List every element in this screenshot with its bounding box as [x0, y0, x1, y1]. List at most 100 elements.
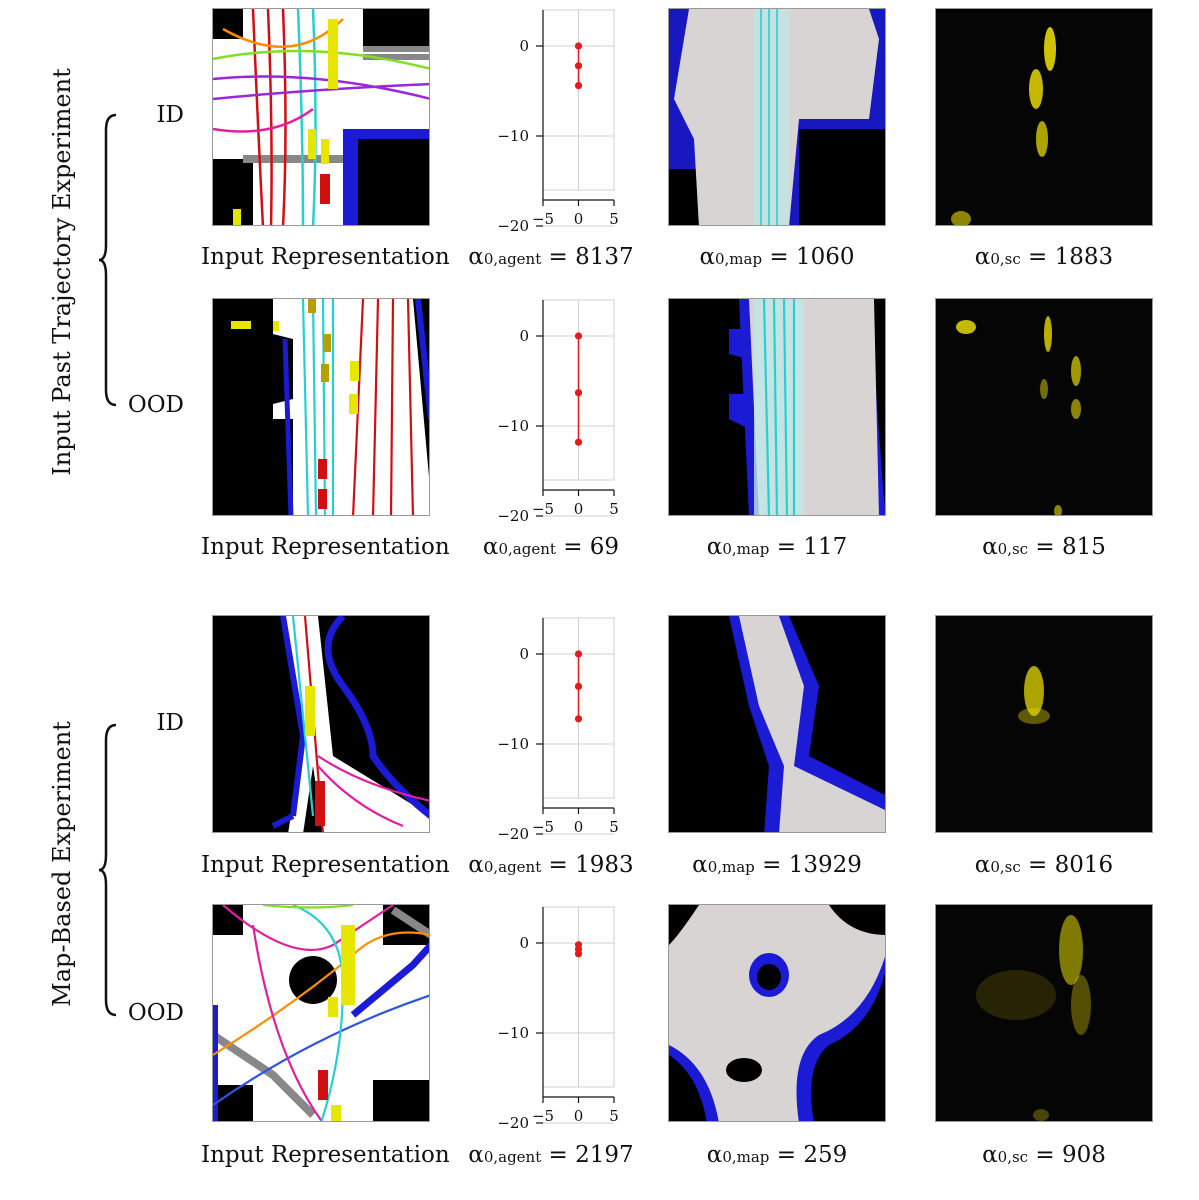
trajectory-point [574, 332, 583, 340]
alpha-agent-value: 2197 [575, 1142, 634, 1168]
row-tag-2: OOD [127, 392, 184, 418]
y-tick-label: −20 [497, 1114, 529, 1132]
alpha-agent-subscript: 0,agent [483, 1148, 542, 1166]
alpha-map-value: 117 [803, 534, 848, 560]
row-tag-1: ID [156, 102, 184, 128]
input-representation-caption: Input Representation [201, 1142, 450, 1168]
x-tick-label: 0 [574, 1107, 584, 1125]
trajectory-point [574, 438, 583, 446]
alpha-agent-caption: α0,agent = 8137 [468, 244, 634, 270]
scene-heatmap-image [935, 904, 1153, 1122]
alpha-sc-value: 1883 [1054, 244, 1114, 270]
y-tick-label: −10 [497, 127, 529, 145]
alpha-sc-caption: α0,sc = 1883 [974, 244, 1114, 270]
y-tick-label: −10 [497, 417, 529, 435]
alpha-sc-subscript: 0,sc [997, 540, 1029, 558]
x-tick-label: −5 [532, 1107, 554, 1125]
trajectory-plot-1: 0 −10 −20 −5 0 5 [470, 5, 640, 235]
trajectory-point [574, 389, 583, 397]
alpha-map-caption: α0,map = 117 [706, 534, 848, 560]
map-density-image [668, 904, 886, 1122]
x-tick-label: 0 [574, 818, 584, 836]
scene-heatmap-image [935, 8, 1153, 226]
scene-heatmap-image [935, 298, 1153, 516]
group-label-trajectory: Input Past Trajectory Experiment [48, 68, 76, 476]
trajectory-plot-svg: 0 −10 −20 −5 0 5 [497, 617, 619, 843]
group-label-map: Map-Based Experiment [48, 721, 76, 1007]
alpha-agent-subscript: 0,agent [498, 540, 556, 558]
alpha-agent-caption: α0,agent = 69 [482, 534, 620, 560]
trajectory-point [574, 715, 583, 723]
alpha-sc-subscript: 0,sc [990, 250, 1021, 268]
alpha-sc-subscript: 0,sc [997, 1148, 1029, 1166]
y-tick-label: −10 [497, 735, 529, 753]
alpha-agent-value: 1983 [575, 852, 634, 878]
y-tick-label: 0 [519, 645, 529, 663]
alpha-map-value: 259 [803, 1142, 848, 1168]
trajectory-point [574, 42, 583, 50]
alpha-sc-value: 908 [1061, 1142, 1106, 1168]
trajectory-point [574, 682, 583, 690]
alpha-sc-value: 815 [1061, 534, 1106, 560]
trajectory-plot-4: 0 −10 −20 −5 0 5 [470, 902, 640, 1132]
trajectory-point [574, 62, 583, 70]
map-density-image [668, 615, 886, 833]
trajectory-plot-svg: 0 −10 −20 −5 0 5 [497, 299, 619, 525]
input-representation-caption: Input Representation [201, 534, 450, 560]
alpha-agent-value: 8137 [575, 244, 634, 270]
trajectory-point [574, 950, 583, 958]
alpha-sc-subscript: 0,sc [990, 858, 1021, 876]
alpha-map-subscript: 0,map [707, 858, 755, 876]
input-representation-image [212, 615, 430, 833]
alpha-sc-caption: α0,sc = 908 [982, 1142, 1106, 1168]
alpha-agent-caption: α0,agent = 2197 [468, 1142, 634, 1168]
x-tick-label: 5 [609, 210, 619, 228]
alpha-agent-caption: α0,agent = 1983 [468, 852, 634, 878]
alpha-sc-value: 8016 [1054, 852, 1114, 878]
map-density-image [668, 8, 886, 226]
y-tick-label: −20 [497, 217, 529, 235]
trajectory-plot-3: 0 −10 −20 −5 0 5 [470, 613, 640, 843]
y-tick-label: −20 [497, 507, 529, 525]
alpha-map-subscript: 0,map [722, 540, 770, 558]
alpha-map-caption: α0,map = 13929 [692, 852, 862, 878]
alpha-sc-caption: α0,sc = 815 [982, 534, 1106, 560]
input-representation-caption: Input Representation [201, 244, 450, 270]
input-representation-image [212, 8, 430, 226]
x-tick-label: −5 [532, 818, 554, 836]
alpha-map-caption: α0,map = 259 [706, 1142, 848, 1168]
row-tag-4: OOD [127, 1000, 184, 1026]
x-tick-label: 5 [609, 500, 619, 518]
y-tick-label: 0 [519, 934, 529, 952]
map-density-image [668, 298, 886, 516]
x-tick-label: 5 [609, 1107, 619, 1125]
y-tick-label: 0 [519, 37, 529, 55]
alpha-sc-caption: α0,sc = 8016 [974, 852, 1114, 878]
brace-map [98, 723, 117, 1017]
y-tick-label: −10 [497, 1024, 529, 1042]
input-representation-image [212, 298, 430, 516]
trajectory-plot-svg: 0 −10 −20 −5 0 5 [497, 906, 619, 1132]
trajectory-plot-2: 0 −10 −20 −5 0 5 [470, 295, 640, 525]
scene-heatmap-image [935, 615, 1153, 833]
x-tick-label: 5 [609, 818, 619, 836]
alpha-map-subscript: 0,map [722, 1148, 770, 1166]
brace-trajectory [98, 113, 117, 407]
x-tick-label: 0 [574, 210, 584, 228]
input-representation-image [212, 904, 430, 1122]
alpha-map-subscript: 0,map [715, 250, 763, 268]
y-tick-label: −20 [497, 825, 529, 843]
y-tick-label: 0 [519, 327, 529, 345]
trajectory-plot-svg: 0 −10 −20 −5 0 5 [497, 9, 619, 235]
x-tick-label: 0 [574, 500, 584, 518]
alpha-agent-value: 69 [589, 534, 620, 560]
alpha-map-caption: α0,map = 1060 [699, 244, 855, 270]
trajectory-point [574, 82, 583, 90]
alpha-agent-subscript: 0,agent [483, 858, 542, 876]
alpha-map-value: 1060 [796, 244, 855, 270]
x-tick-label: −5 [532, 500, 554, 518]
input-representation-caption: Input Representation [201, 852, 450, 878]
alpha-map-value: 13929 [788, 852, 862, 878]
alpha-agent-subscript: 0,agent [483, 250, 542, 268]
x-tick-label: −5 [532, 210, 554, 228]
